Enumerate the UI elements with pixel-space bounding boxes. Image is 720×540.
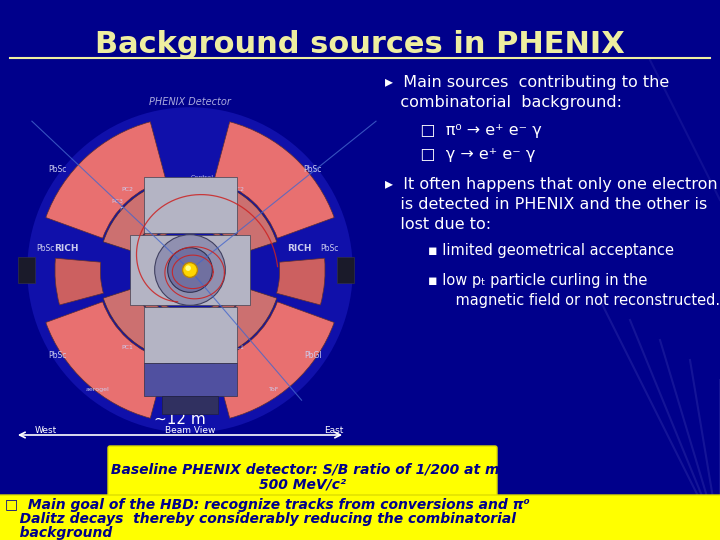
Text: BB: BB [184,254,196,262]
Text: RICH: RICH [54,245,78,253]
Text: PbSc: PbSc [304,165,322,174]
Wedge shape [55,258,104,305]
Text: PHENIX Detector: PHENIX Detector [149,97,231,107]
Circle shape [183,262,197,278]
FancyBboxPatch shape [0,495,720,540]
Text: aerogel: aerogel [85,387,109,392]
Text: PC3: PC3 [112,199,123,204]
Text: Dalitz decays  thereby considerably reducing the combinatorial: Dalitz decays thereby considerably reduc… [5,512,516,526]
Wedge shape [135,212,245,255]
Text: PC1: PC1 [233,345,244,350]
Text: ▪ low pₜ particle curling in the: ▪ low pₜ particle curling in the [400,273,647,288]
Text: RICH: RICH [287,245,312,253]
Text: ToF: ToF [269,387,279,392]
Text: Beam View: Beam View [165,426,215,435]
Text: combinatorial  background:: combinatorial background: [385,95,622,110]
Bar [18,257,35,283]
Text: DC: DC [120,207,130,216]
Text: ▸  It often happens that only one electron: ▸ It often happens that only one electro… [385,177,718,192]
Bar [130,235,251,305]
Text: ▪ limited geometrical acceptance: ▪ limited geometrical acceptance [400,243,674,258]
Wedge shape [104,179,276,252]
Bar [162,395,218,414]
Text: PC2: PC2 [233,187,244,192]
Text: Background sources in PHENIX: Background sources in PHENIX [95,30,625,59]
Text: □  γ → e⁺ e⁻ γ: □ γ → e⁺ e⁻ γ [405,147,536,162]
Bar [143,307,236,363]
Wedge shape [276,258,325,305]
Wedge shape [214,122,334,238]
Bar [143,363,236,395]
Text: PbSc: PbSc [320,245,338,253]
Text: DC: DC [245,207,256,216]
Bar [337,257,354,283]
Text: PC2: PC2 [122,187,134,192]
Bar [143,177,236,233]
Text: MVD: MVD [182,282,198,288]
Text: □  Main goal of the HBD: recognize tracks from conversions and π⁰: □ Main goal of the HBD: recognize tracks… [5,498,530,512]
Text: East: East [325,426,344,435]
Text: PbSc: PbSc [48,165,66,174]
Circle shape [155,235,225,305]
Wedge shape [145,224,234,257]
Circle shape [185,265,191,271]
Wedge shape [214,302,334,418]
Text: ~12 m: ~12 m [154,412,206,427]
Circle shape [27,107,353,433]
Text: PbGl: PbGl [304,352,322,360]
Text: □  Baseline PHENIX detector: S/B ratio of 1/200 at m =: □ Baseline PHENIX detector: S/B ratio of… [89,462,516,476]
Wedge shape [46,122,166,238]
Text: □  π⁰ → e⁺ e⁻ γ: □ π⁰ → e⁺ e⁻ γ [405,123,541,138]
Text: Central
Magnet: Central Magnet [190,174,214,185]
Circle shape [168,248,212,292]
Wedge shape [135,285,245,328]
Wedge shape [46,302,166,418]
Text: lost due to:: lost due to: [385,217,491,232]
Wedge shape [145,283,234,316]
Text: PbSc: PbSc [37,245,55,253]
Text: ▸  Main sources  contributing to the: ▸ Main sources contributing to the [385,75,670,90]
Text: PC1: PC1 [122,345,134,350]
Text: magnetic field or not reconstructed.: magnetic field or not reconstructed. [400,293,720,308]
Text: PbSc: PbSc [48,352,66,360]
Text: 500 MeV/c²: 500 MeV/c² [259,478,346,492]
Text: West: West [35,426,57,435]
Text: is detected in PHENIX and the other is: is detected in PHENIX and the other is [385,197,707,212]
FancyBboxPatch shape [108,446,497,498]
Wedge shape [104,288,276,361]
Text: background: background [5,526,112,540]
